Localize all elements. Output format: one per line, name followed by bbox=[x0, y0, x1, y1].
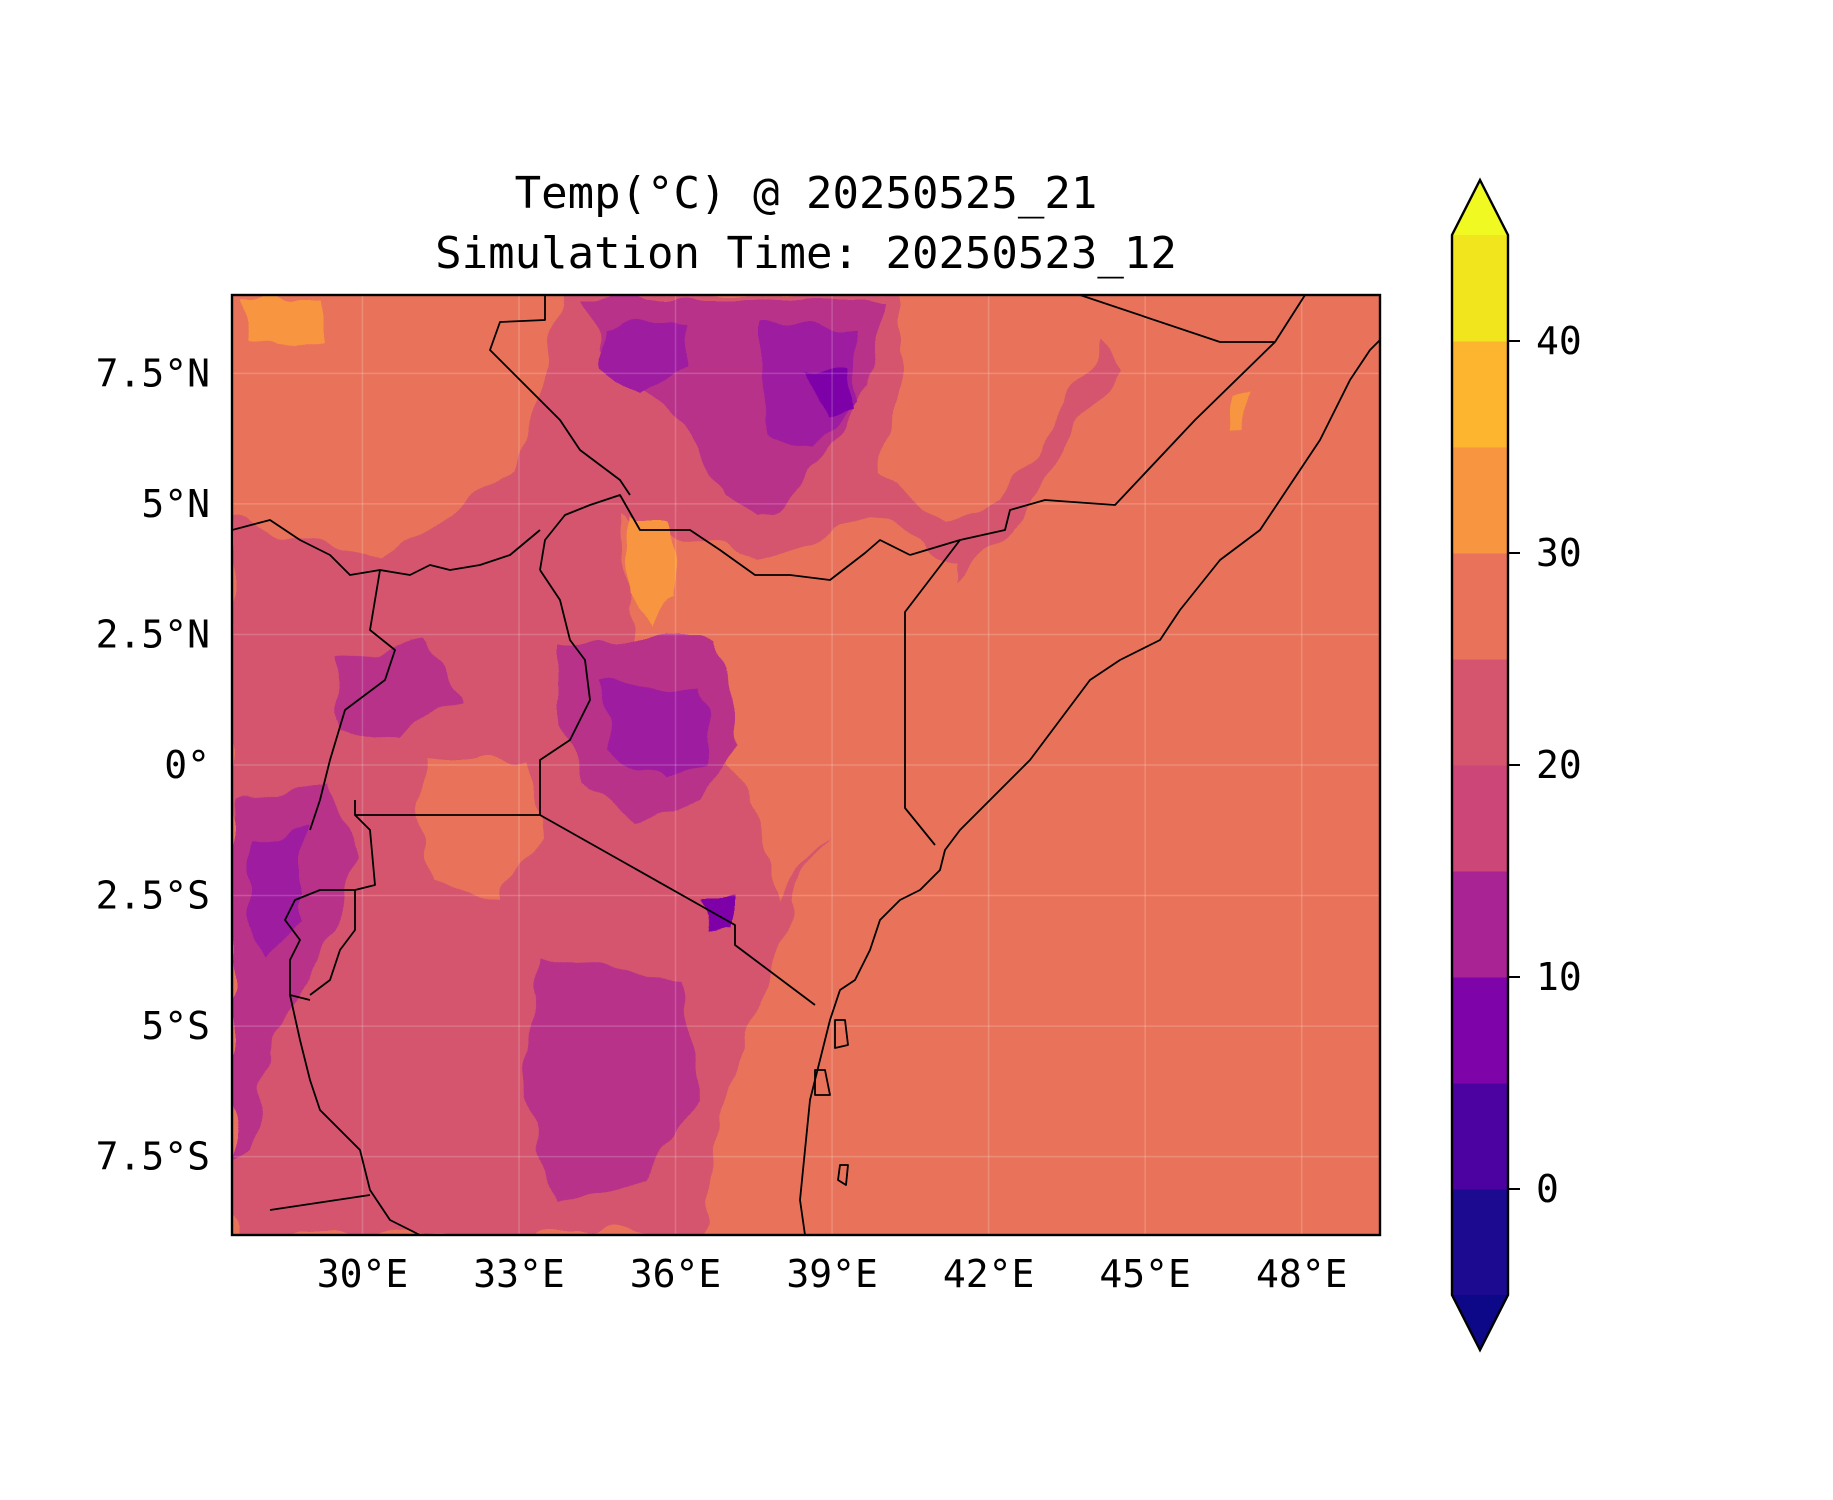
colorbar-extend-min bbox=[1452, 1295, 1508, 1350]
colorbar: 0 10 20 30 40 bbox=[1450, 177, 1582, 1353]
colorbar-tick-label: 20 bbox=[1536, 743, 1582, 787]
x-axis: 30°E 33°E 36°E 39°E 42°E 45°E 48°E bbox=[317, 1252, 1348, 1296]
x-tick-label: 45°E bbox=[1099, 1252, 1191, 1296]
land-contour-10-15-a bbox=[760, 330, 860, 450]
colorbar-segment bbox=[1452, 447, 1508, 554]
y-tick-label: 5°S bbox=[141, 1004, 210, 1048]
y-tick-label: 2.5°N bbox=[96, 612, 210, 656]
map-area bbox=[232, 295, 1380, 1235]
colorbar-tick-label: 10 bbox=[1536, 955, 1582, 999]
land-contour-25-30-b bbox=[620, 520, 960, 900]
border-tanzania-kenya bbox=[539, 814, 816, 1006]
x-tick-label: 48°E bbox=[1256, 1252, 1348, 1296]
y-tick-label: 7.5°S bbox=[96, 1135, 210, 1179]
colorbar-segment bbox=[1452, 1083, 1508, 1190]
colorbar-segment bbox=[1452, 659, 1508, 766]
colorbar-segment bbox=[1452, 1189, 1508, 1296]
colorbar-segment bbox=[1452, 553, 1508, 660]
x-tick-label: 39°E bbox=[786, 1252, 878, 1296]
y-axis: 7.5°N 5°N 2.5°N 0° 2.5°S 5°S 7.5°S bbox=[96, 351, 210, 1178]
colorbar-tick-label: 30 bbox=[1536, 531, 1582, 575]
colorbar-tick-label: 0 bbox=[1536, 1167, 1559, 1211]
coastline bbox=[799, 339, 1380, 1235]
colorbar-segment bbox=[1452, 341, 1508, 448]
land-contour-10-15-d bbox=[250, 830, 300, 960]
land-contour-15-20-d bbox=[520, 960, 700, 1200]
map-frame bbox=[230, 293, 1382, 1237]
gridlines bbox=[232, 295, 1380, 1235]
border-lake-tanganyika bbox=[269, 994, 421, 1235]
land-contour-30-35-a bbox=[240, 300, 320, 350]
land-contour-5-10-b bbox=[700, 900, 730, 935]
border-ethiopia-somalia bbox=[909, 295, 1306, 556]
colorbar-outline bbox=[1450, 177, 1510, 1353]
land-contour-15-20-e bbox=[330, 640, 460, 740]
land-contour-25-30-d bbox=[420, 760, 540, 900]
x-tick-label: 30°E bbox=[317, 1252, 409, 1296]
land-contour-10-15-c bbox=[600, 680, 710, 780]
colorbar-tick-label: 40 bbox=[1536, 319, 1582, 363]
colorbar-segment bbox=[1452, 977, 1508, 1084]
temperature-contours bbox=[232, 295, 1250, 1235]
colorbar-segment bbox=[1452, 765, 1508, 872]
border-south-sudan bbox=[232, 295, 631, 576]
x-tick-label: 36°E bbox=[630, 1252, 722, 1296]
x-tick-label: 33°E bbox=[473, 1252, 565, 1296]
y-tick-label: 0° bbox=[164, 743, 210, 787]
y-tick-label: 2.5°S bbox=[96, 874, 210, 918]
country-borders bbox=[232, 295, 1380, 1235]
x-tick-label: 42°E bbox=[943, 1252, 1035, 1296]
land-contour-5-10-a bbox=[810, 370, 855, 420]
land-contour-25-30-a bbox=[232, 295, 560, 560]
border-rwanda-burundi-drc bbox=[284, 814, 376, 1001]
land-contour-30-35-b bbox=[625, 520, 680, 630]
island-zanzibar bbox=[814, 1019, 849, 1186]
map-title-line2: Simulation Time: 20250523_12 bbox=[435, 228, 1177, 279]
land-contour-10-15-b bbox=[600, 320, 690, 390]
colorbar-extend-max bbox=[1452, 180, 1508, 235]
land-contour-30-35-c bbox=[1225, 390, 1250, 435]
colorbar-segment bbox=[1452, 871, 1508, 978]
border-kenya-ethiopia bbox=[539, 494, 911, 581]
map-title-line1: Temp(°C) @ 20250525_21 bbox=[515, 168, 1098, 219]
border-kenya-somalia bbox=[904, 539, 961, 846]
y-tick-label: 7.5°N bbox=[96, 351, 210, 395]
border-uganda bbox=[309, 569, 591, 831]
land-contour-25-30-c bbox=[880, 295, 1110, 520]
colorbar-segment bbox=[1452, 235, 1508, 342]
y-tick-label: 5°N bbox=[141, 482, 210, 526]
